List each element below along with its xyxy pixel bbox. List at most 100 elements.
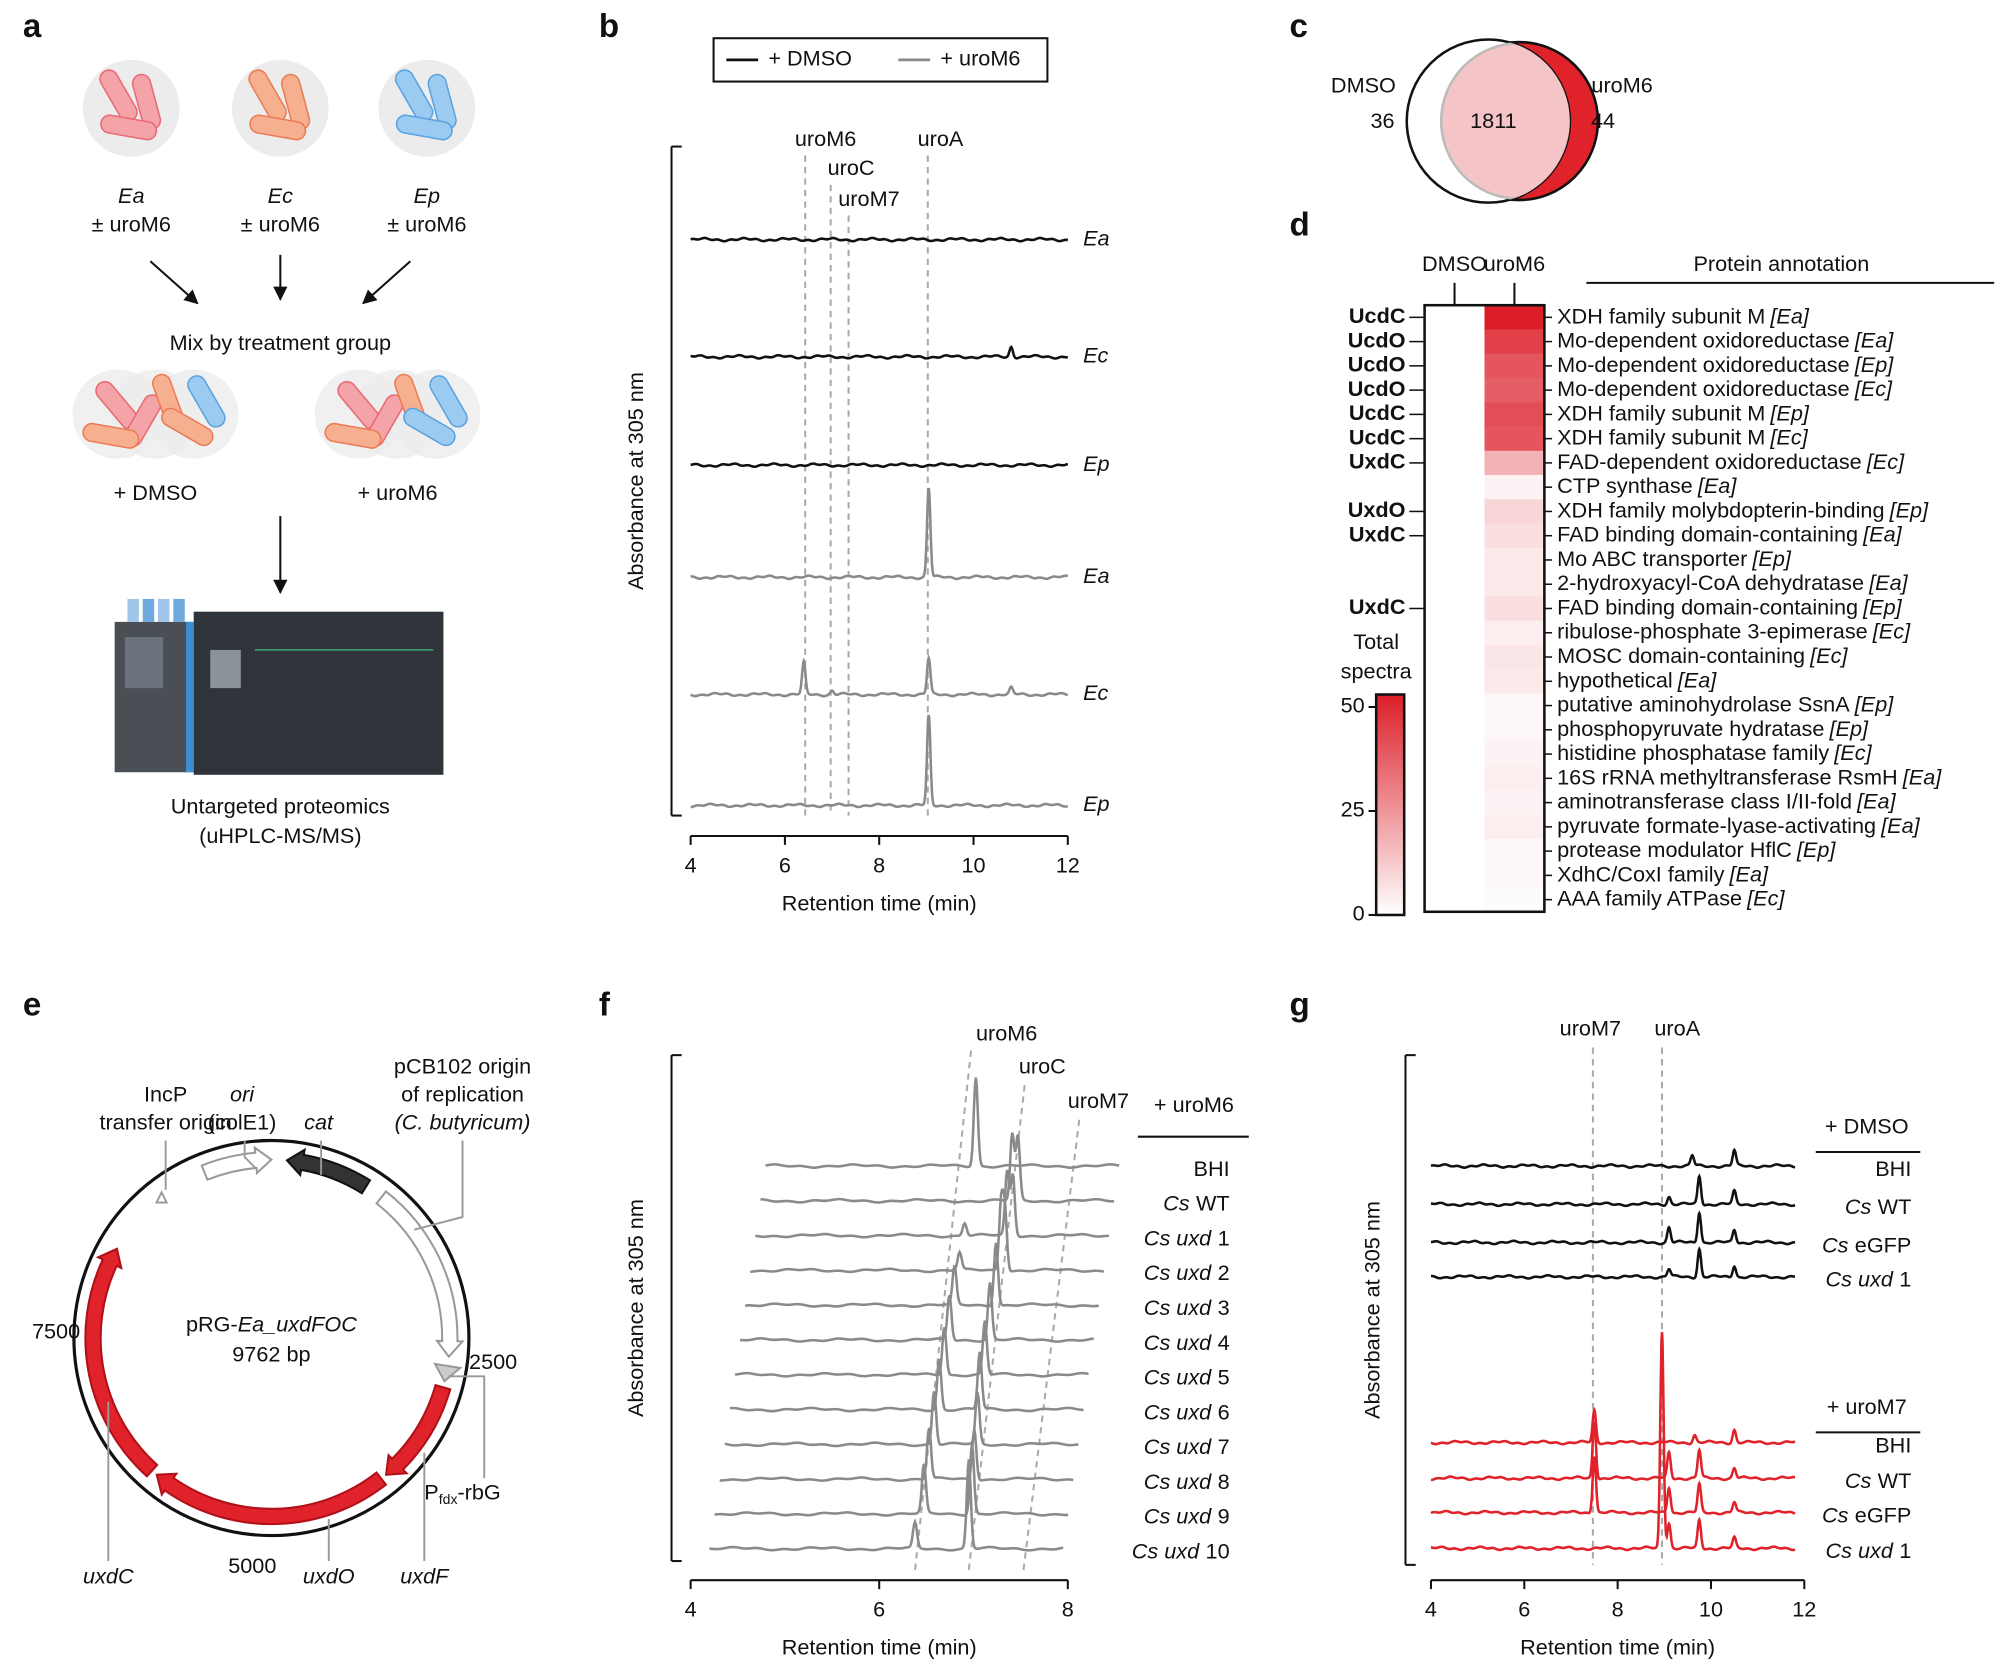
trace: [739, 1282, 1094, 1343]
heatmap-cell: [1424, 717, 1485, 743]
strain-name: Ea: [118, 183, 144, 208]
feature-subscript: fdx: [439, 1491, 458, 1507]
heatmap-cell: [1424, 887, 1485, 913]
y-axis-label: Absorbance at 305 nm: [623, 372, 648, 590]
panel-letter: f: [599, 986, 611, 1023]
panel-letter: a: [23, 8, 42, 45]
heatmap-cell: [1484, 377, 1545, 403]
plasmid-feature: [155, 1471, 388, 1526]
heatmap-cell: [1484, 450, 1545, 476]
feature-label: -rbG: [457, 1479, 500, 1504]
label-italic: Cs uxd: [1826, 1538, 1894, 1563]
label-plain: 1: [1218, 1225, 1230, 1250]
trace-label: Cs uxd 9: [1144, 1503, 1230, 1528]
trace: [1430, 1147, 1796, 1169]
bottle: [173, 598, 185, 622]
feature-label: uxdO: [303, 1563, 355, 1588]
heatmap-cell: [1424, 693, 1485, 719]
label-plain: 6: [1218, 1399, 1230, 1424]
heatmap-cell: [1424, 644, 1485, 670]
protein-name: histidine phosphatase family: [1557, 740, 1829, 765]
trace: [690, 462, 1069, 469]
trace-label: Cs WT: [1163, 1190, 1230, 1215]
protein-name: putative aminohydrolase SsnA: [1557, 691, 1850, 716]
heatmap-cell: [1424, 790, 1485, 816]
protein-name: MOSC domain-containing: [1557, 643, 1805, 668]
feature-label: cat: [304, 1110, 334, 1135]
plasmid-feature: [433, 1362, 463, 1383]
heatmap-cell: [1424, 450, 1485, 476]
group-header: + uroM7: [1827, 1394, 1907, 1419]
heatmap-cell: [1424, 353, 1485, 379]
protein-species: [Ea]: [1769, 303, 1810, 328]
heatmap-cell: [1424, 377, 1485, 403]
gene-label: UxdO: [1348, 497, 1406, 522]
heatmap-cell: [1484, 329, 1545, 355]
label-plain: 4: [1218, 1329, 1230, 1354]
label-italic: Cs: [1845, 1194, 1872, 1219]
label-italic: Cs uxd: [1144, 1329, 1212, 1354]
protein-name: pyruvate formate-lyase-activating: [1557, 813, 1876, 838]
protein-name: Mo ABC transporter: [1557, 546, 1747, 571]
trace-label: Cs uxd 5: [1144, 1364, 1230, 1389]
protein-species: [Ec]: [1809, 643, 1848, 668]
group-label: + DMSO: [114, 480, 198, 505]
venn-count: 44: [1591, 108, 1615, 133]
heatmap-cell: [1484, 353, 1545, 379]
trace: [1430, 1456, 1796, 1516]
marker-label: uroC: [828, 155, 875, 180]
label-plain: BHI: [1875, 1156, 1911, 1181]
label-plain: eGFP: [1855, 1502, 1912, 1527]
marker-line: [914, 1049, 973, 1571]
x-tick-label: 8: [873, 852, 885, 877]
protein-annotation: protease modulator HflC [Ep]: [1557, 837, 1836, 862]
venn-count: 36: [1370, 108, 1394, 133]
protein-annotation: XdhC/CoxI family [Ea]: [1557, 861, 1769, 886]
protein-name: Mo-dependent oxidoreductase: [1557, 327, 1850, 352]
feature-label: uxdF: [400, 1563, 450, 1588]
plasmid-size: 9762 bp: [232, 1342, 310, 1367]
heatmap-cell: [1484, 669, 1545, 694]
protein-annotation: pyruvate formate-lyase-activating [Ea]: [1557, 813, 1921, 838]
heatmap-cell: [1484, 717, 1545, 743]
x-tick-label: 6: [1518, 1596, 1530, 1621]
trace-label: Cs WT: [1845, 1194, 1912, 1219]
heatmap-cell: [1484, 596, 1545, 622]
protein-species: [Ep]: [1889, 497, 1930, 522]
plasmid-feature: [285, 1147, 372, 1195]
protein-annotation: phosphopyruvate hydratase [Ep]: [1557, 716, 1869, 741]
heatmap-cell: [1424, 741, 1485, 767]
protein-annotation: 2-hydroxyacyl-CoA dehydratase [Ea]: [1557, 570, 1909, 595]
heatmap-frame: [1423, 303, 1546, 914]
label-italic: Cs uxd: [1144, 1469, 1212, 1494]
protein-species: [Ea]: [1856, 788, 1897, 813]
gene-label: UcdO: [1348, 376, 1406, 401]
x-axis-label: Retention time (min): [782, 890, 977, 915]
label-plain: 9: [1218, 1503, 1230, 1528]
plasmid-feature: [375, 1190, 465, 1359]
colorbar: [1374, 693, 1406, 917]
x-tick-label: 8: [1612, 1596, 1624, 1621]
heatmap-cell: [1424, 305, 1485, 330]
leader-line: [243, 1140, 256, 1168]
marker-line: [1022, 1117, 1081, 1571]
trace-label: Ec: [1083, 343, 1108, 368]
bacterium: [395, 114, 453, 141]
feature-label: (colE1): [208, 1110, 277, 1135]
heatmap-cell: [1424, 499, 1485, 524]
label-plain: 7: [1218, 1434, 1230, 1459]
marker-label: uroA: [1654, 1015, 1700, 1040]
heatmap-cell: [1484, 644, 1545, 670]
x-axis-label: Retention time (min): [1520, 1635, 1715, 1660]
trace-label: Cs eGFP: [1822, 1502, 1911, 1527]
method-label: (uHPLC-MS/MS): [199, 823, 361, 848]
plasmid-name: Ea_uxdFOC: [238, 1311, 358, 1336]
y-axis-label: Absorbance at 305 nm: [1359, 1201, 1384, 1419]
marker-label: uroM7: [838, 186, 899, 211]
trace-label: BHI: [1875, 1156, 1911, 1181]
heatmap-cell: [1484, 790, 1545, 816]
legend-label: + uroM6: [940, 46, 1020, 71]
protein-annotation: FAD binding domain-containing [Ea]: [1557, 521, 1903, 546]
label-italic: Cs uxd: [1826, 1266, 1894, 1291]
